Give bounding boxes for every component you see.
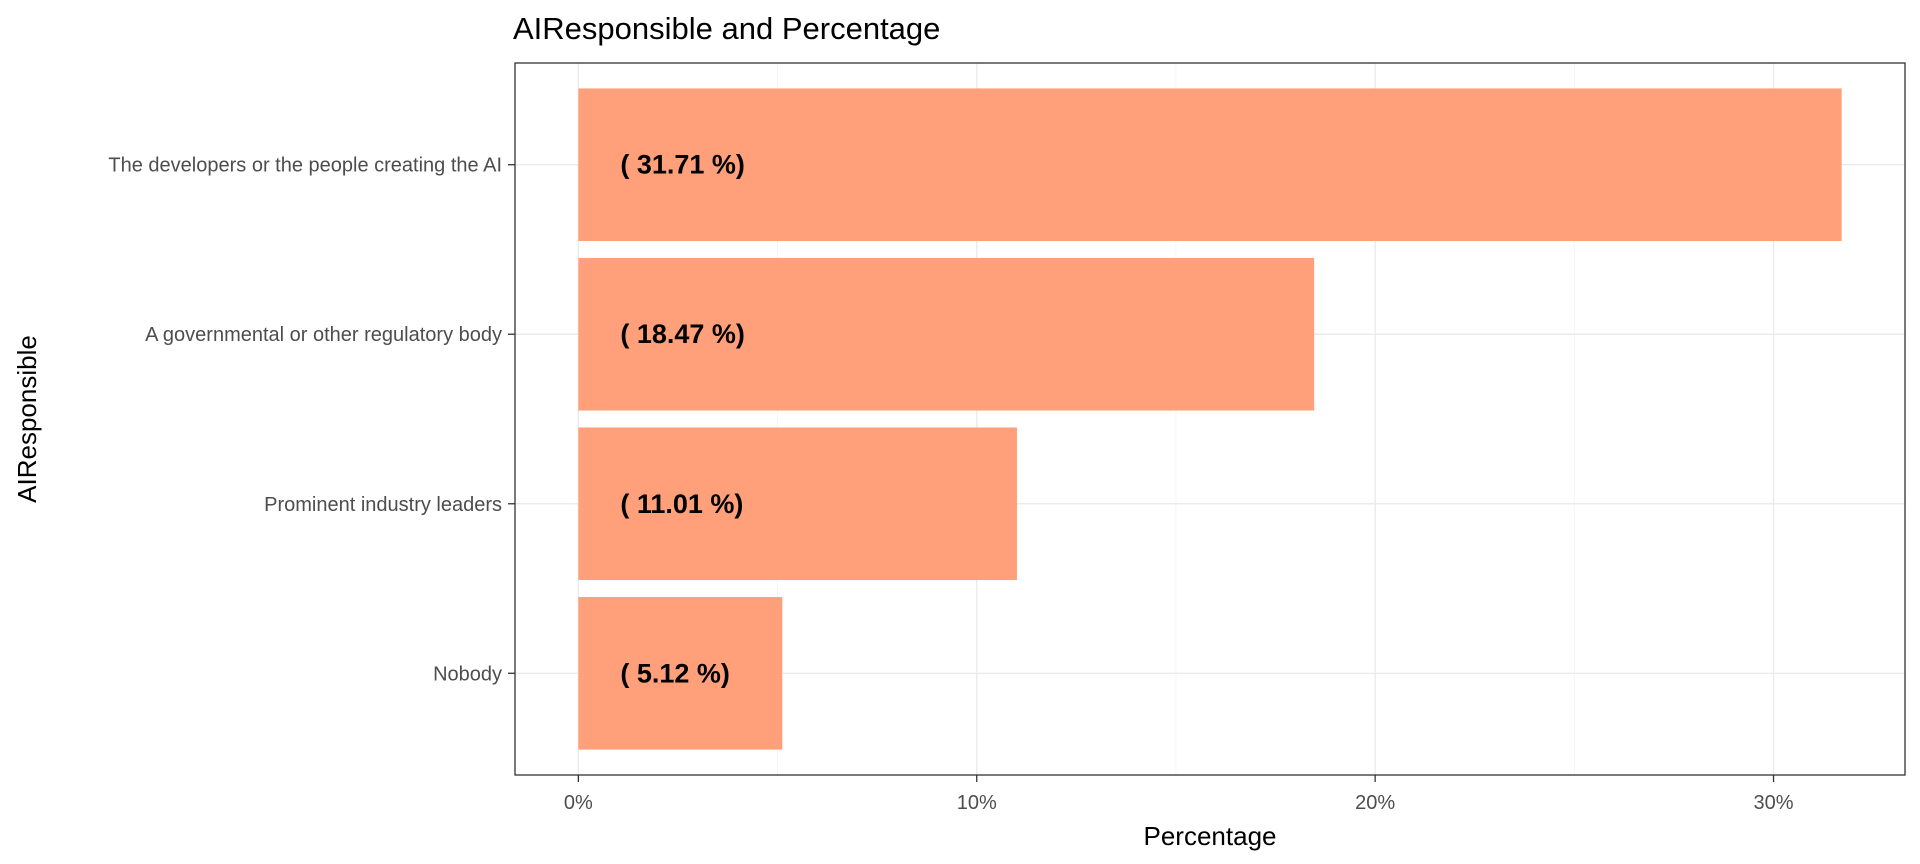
x-tick-label: 0%: [564, 792, 593, 814]
x-tick-label: 20%: [1355, 792, 1395, 814]
bar-data-label: ( 5.12 %): [620, 658, 730, 688]
x-tick-label: 30%: [1754, 792, 1794, 814]
bar-data-label: ( 31.71 %): [620, 150, 745, 180]
y-tick-label: Prominent industry leaders: [264, 494, 502, 516]
panel-border: [514, 62, 1906, 776]
bar: [578, 257, 1315, 411]
y-axis-title: AIResponsible: [12, 335, 42, 503]
bar: [578, 427, 1017, 581]
bar: [578, 88, 1842, 241]
data-labels: ( 31.71 %) ( 18.47 %) ( 11.01 %) ( 5.12 %): [620, 150, 745, 689]
bar: [578, 597, 783, 750]
bar-data-label: ( 18.47 %): [620, 319, 745, 349]
y-tick-label: A governmental or other regulatory body: [145, 324, 502, 346]
bars: [578, 88, 1842, 750]
x-axis: 0% 10% 20% 30%: [564, 775, 1794, 814]
y-tick-label: The developers or the people creating th…: [108, 155, 502, 177]
bar-data-label: ( 11.01 %): [620, 489, 743, 519]
y-axis: The developers or the people creating th…: [108, 155, 515, 685]
y-tick-label: Nobody: [433, 663, 502, 685]
chart-title: AIResponsible and Percentage: [513, 11, 940, 46]
x-axis-title: Percentage: [1144, 821, 1277, 851]
x-tick-label: 10%: [957, 792, 997, 814]
